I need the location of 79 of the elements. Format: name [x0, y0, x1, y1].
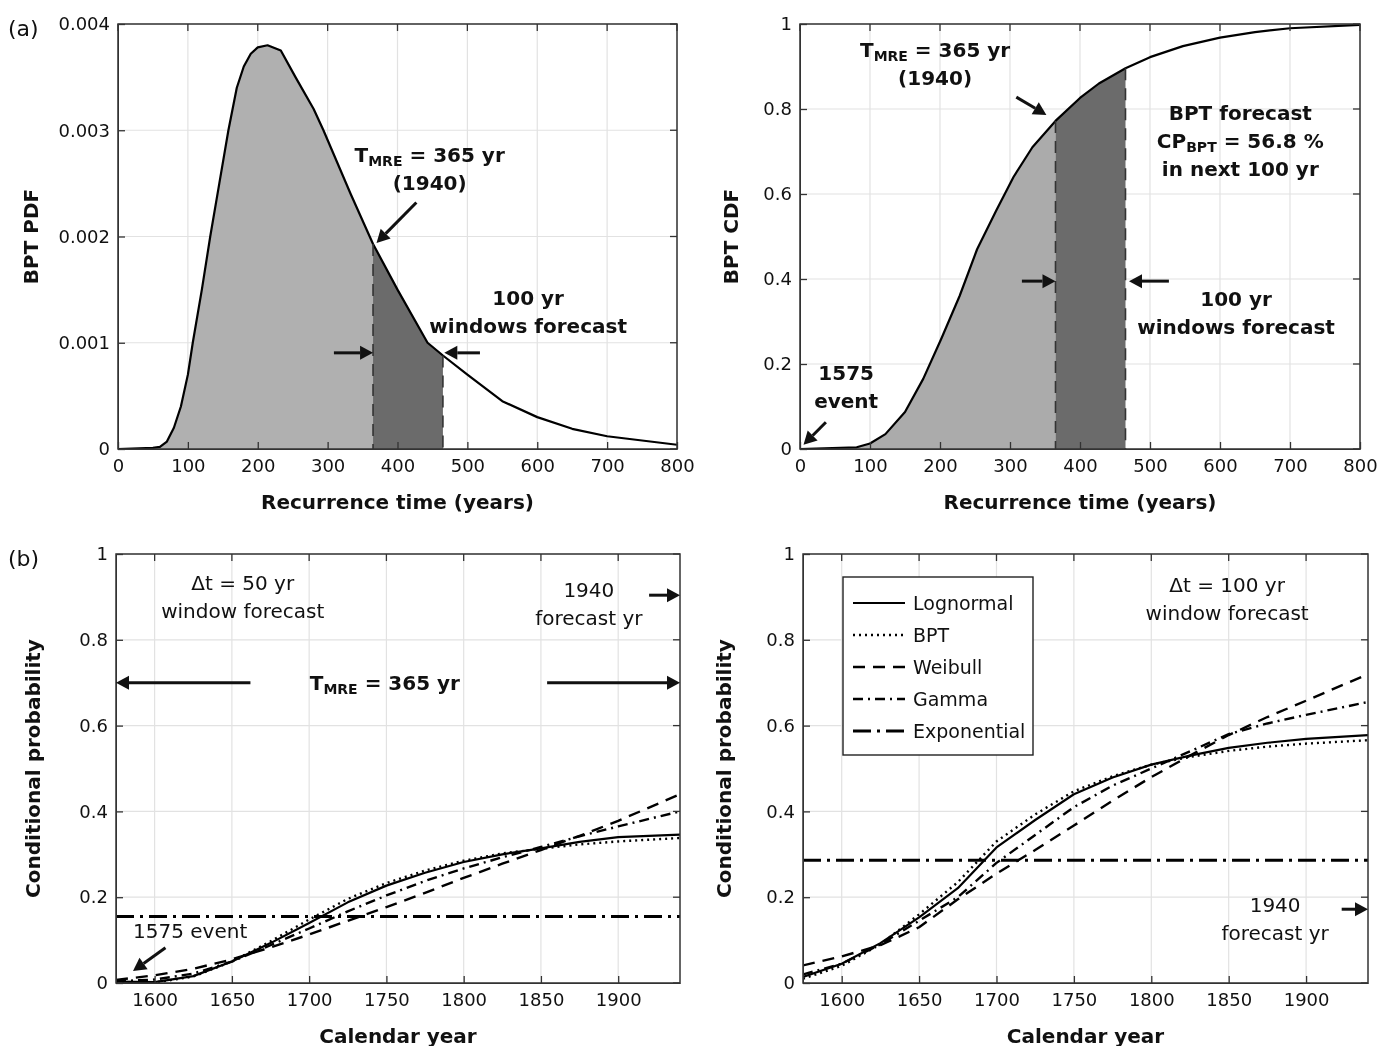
y-tick-label: 0.002 — [58, 225, 110, 247]
y-tick-label: 0.6 — [766, 714, 795, 736]
y-tick-label: 0.004 — [58, 13, 110, 35]
legend-label: Gamma — [913, 688, 989, 710]
annotation: 100 yr windows forecast — [1137, 287, 1336, 340]
x-tick-label: 1600 — [819, 988, 866, 1010]
x-tick-label: 1650 — [896, 988, 943, 1010]
x-tick-label: 400 — [1063, 454, 1098, 476]
x-tick-label: 300 — [310, 454, 346, 476]
annotation: T$_{MRE}$ = 365 yr (1940) — [354, 143, 505, 196]
x-tick-label: 100 — [853, 454, 888, 476]
annotation: BPT forecast CP$_{BPT}$ = 56.8 % in next 100 yr — [1156, 101, 1324, 182]
annotation: T$_{MRE}$ = 365 yr — [309, 670, 461, 697]
x-tick-label: 200 — [241, 454, 276, 476]
y-tick-label: 0 — [98, 438, 110, 460]
x-tick-label: 800 — [660, 454, 695, 476]
y-tick-label: 0.8 — [763, 98, 792, 120]
y-tick-label: 0.2 — [763, 353, 792, 375]
chart-title: (b) — [8, 546, 40, 571]
y-tick-label: 1 — [96, 543, 108, 565]
x-tick-label: 200 — [923, 454, 958, 476]
y-axis-title: Conditional probability — [712, 639, 736, 898]
annotation: T$_{MRE}$ = 365 yr (1940) — [859, 38, 1011, 91]
y-tick-label: 0.8 — [79, 629, 108, 651]
y-tick-label: 0 — [780, 438, 792, 460]
y-axis-title: Conditional probability — [21, 639, 45, 898]
y-tick-label: 0.8 — [766, 629, 795, 651]
annotation: 1940 forecast yr — [1221, 893, 1330, 946]
x-axis-title: Recurrence time (years) — [943, 490, 1217, 514]
x-tick-label: 1700 — [974, 988, 1020, 1010]
annotation: 100 yr windows forecast — [429, 285, 628, 338]
y-tick-label: 1 — [780, 13, 792, 35]
y-tick-label: 0.6 — [79, 714, 108, 736]
x-tick-label: 500 — [1133, 454, 1168, 476]
y-axis-title: BPT CDF — [719, 188, 743, 285]
y-axis-title: BPT PDF — [19, 188, 43, 285]
x-tick-label: 400 — [380, 454, 416, 476]
x-tick-label: 500 — [450, 454, 486, 476]
x-tick-label: 300 — [993, 454, 1028, 476]
legend-label: Exponential — [913, 720, 1026, 742]
x-tick-label: 700 — [590, 454, 625, 476]
x-tick-label: 1750 — [364, 988, 410, 1010]
annotation: Δt = 100 yr window forecast — [1145, 573, 1309, 626]
y-tick-label: 0.2 — [766, 886, 795, 908]
x-tick-label: 0 — [112, 454, 125, 476]
annotation: 1575 event — [814, 361, 879, 414]
annotation: Δt = 50 yr window forecast — [161, 571, 325, 624]
x-tick-label: 1900 — [1283, 988, 1330, 1010]
x-tick-label: 600 — [520, 454, 555, 476]
annotation: 1575 event — [133, 918, 248, 943]
y-tick-label: 0.2 — [79, 886, 108, 908]
x-tick-label: 800 — [1343, 454, 1378, 476]
x-tick-label: 1750 — [1051, 988, 1098, 1010]
x-tick-label: 1800 — [441, 988, 488, 1010]
chart-title: (a) — [8, 16, 39, 41]
x-tick-label: 1600 — [132, 988, 179, 1010]
y-tick-label: 0.4 — [763, 268, 792, 290]
x-axis-title: Recurrence time (years) — [261, 490, 534, 514]
legend-label: Weibull — [913, 656, 983, 678]
x-tick-label: 100 — [171, 454, 206, 476]
legend-label: Lognormal — [913, 592, 1014, 614]
legend-label: BPT — [913, 624, 950, 646]
y-tick-label: 0 — [96, 972, 108, 994]
x-tick-label: 1650 — [209, 988, 256, 1010]
x-tick-label: 600 — [1203, 454, 1238, 476]
x-tick-label: 1850 — [518, 988, 565, 1010]
y-tick-label: 1 — [783, 543, 795, 565]
annotation: 1940 forecast yr — [535, 577, 644, 630]
y-tick-label: 0 — [783, 972, 795, 994]
x-tick-label: 700 — [1273, 454, 1308, 476]
x-tick-label: 1800 — [1128, 988, 1175, 1010]
y-tick-label: 0.4 — [766, 800, 795, 822]
y-tick-label: 0.4 — [79, 800, 108, 822]
x-tick-label: 1900 — [595, 988, 642, 1010]
y-tick-label: 0.6 — [763, 183, 792, 205]
y-tick-label: 0.003 — [58, 119, 110, 141]
x-tick-label: 1700 — [286, 988, 333, 1010]
x-tick-label: 1850 — [1206, 988, 1253, 1010]
y-tick-label: 0.001 — [58, 332, 110, 354]
